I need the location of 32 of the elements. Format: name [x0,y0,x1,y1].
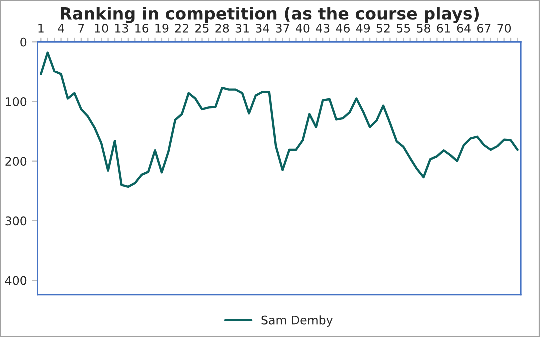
y-tick-label: 300 [6,216,27,226]
line-series [40,52,519,188]
y-tick-label: 400 [5,276,27,286]
x-tick-label: 61 [437,24,450,33]
x-tick-label: 67 [477,24,491,33]
x-tick-label: 37 [276,24,290,33]
x-tick-label: 7 [78,24,84,33]
x-tick-label: 58 [417,24,430,33]
legend-label: Sam Demby [262,316,333,328]
x-tick-label: 16 [136,24,149,33]
x-tick-label: 64 [457,24,471,33]
x-tick-label: 22 [175,24,188,33]
x-tick-label: 28 [216,24,230,33]
x-tick-label: 52 [376,24,390,33]
chart-title: Ranking in competition (as the course plays) [61,7,480,24]
x-tick-label: 4 [58,24,64,33]
x-tick-label: 70 [498,24,512,33]
x-tick-label: 49 [356,24,370,33]
x-tick-label: 40 [296,24,310,33]
y-tick-label: 200 [6,157,27,166]
x-tick-label: 43 [316,24,330,33]
y-tick-label: 0 [20,38,27,47]
x-tick-label: 34 [256,24,270,33]
x-tick-label: 31 [236,24,249,33]
y-tick-label: 100 [6,97,27,106]
x-tick-label: 1 [38,24,44,33]
x-tick-label: 13 [115,24,128,33]
x-tick-label: 25 [196,24,209,33]
x-tick-label: 19 [156,24,169,33]
x-tick-label: 46 [336,24,350,33]
x-tick-label: 55 [397,24,410,33]
x-tick-label: 10 [95,24,108,33]
